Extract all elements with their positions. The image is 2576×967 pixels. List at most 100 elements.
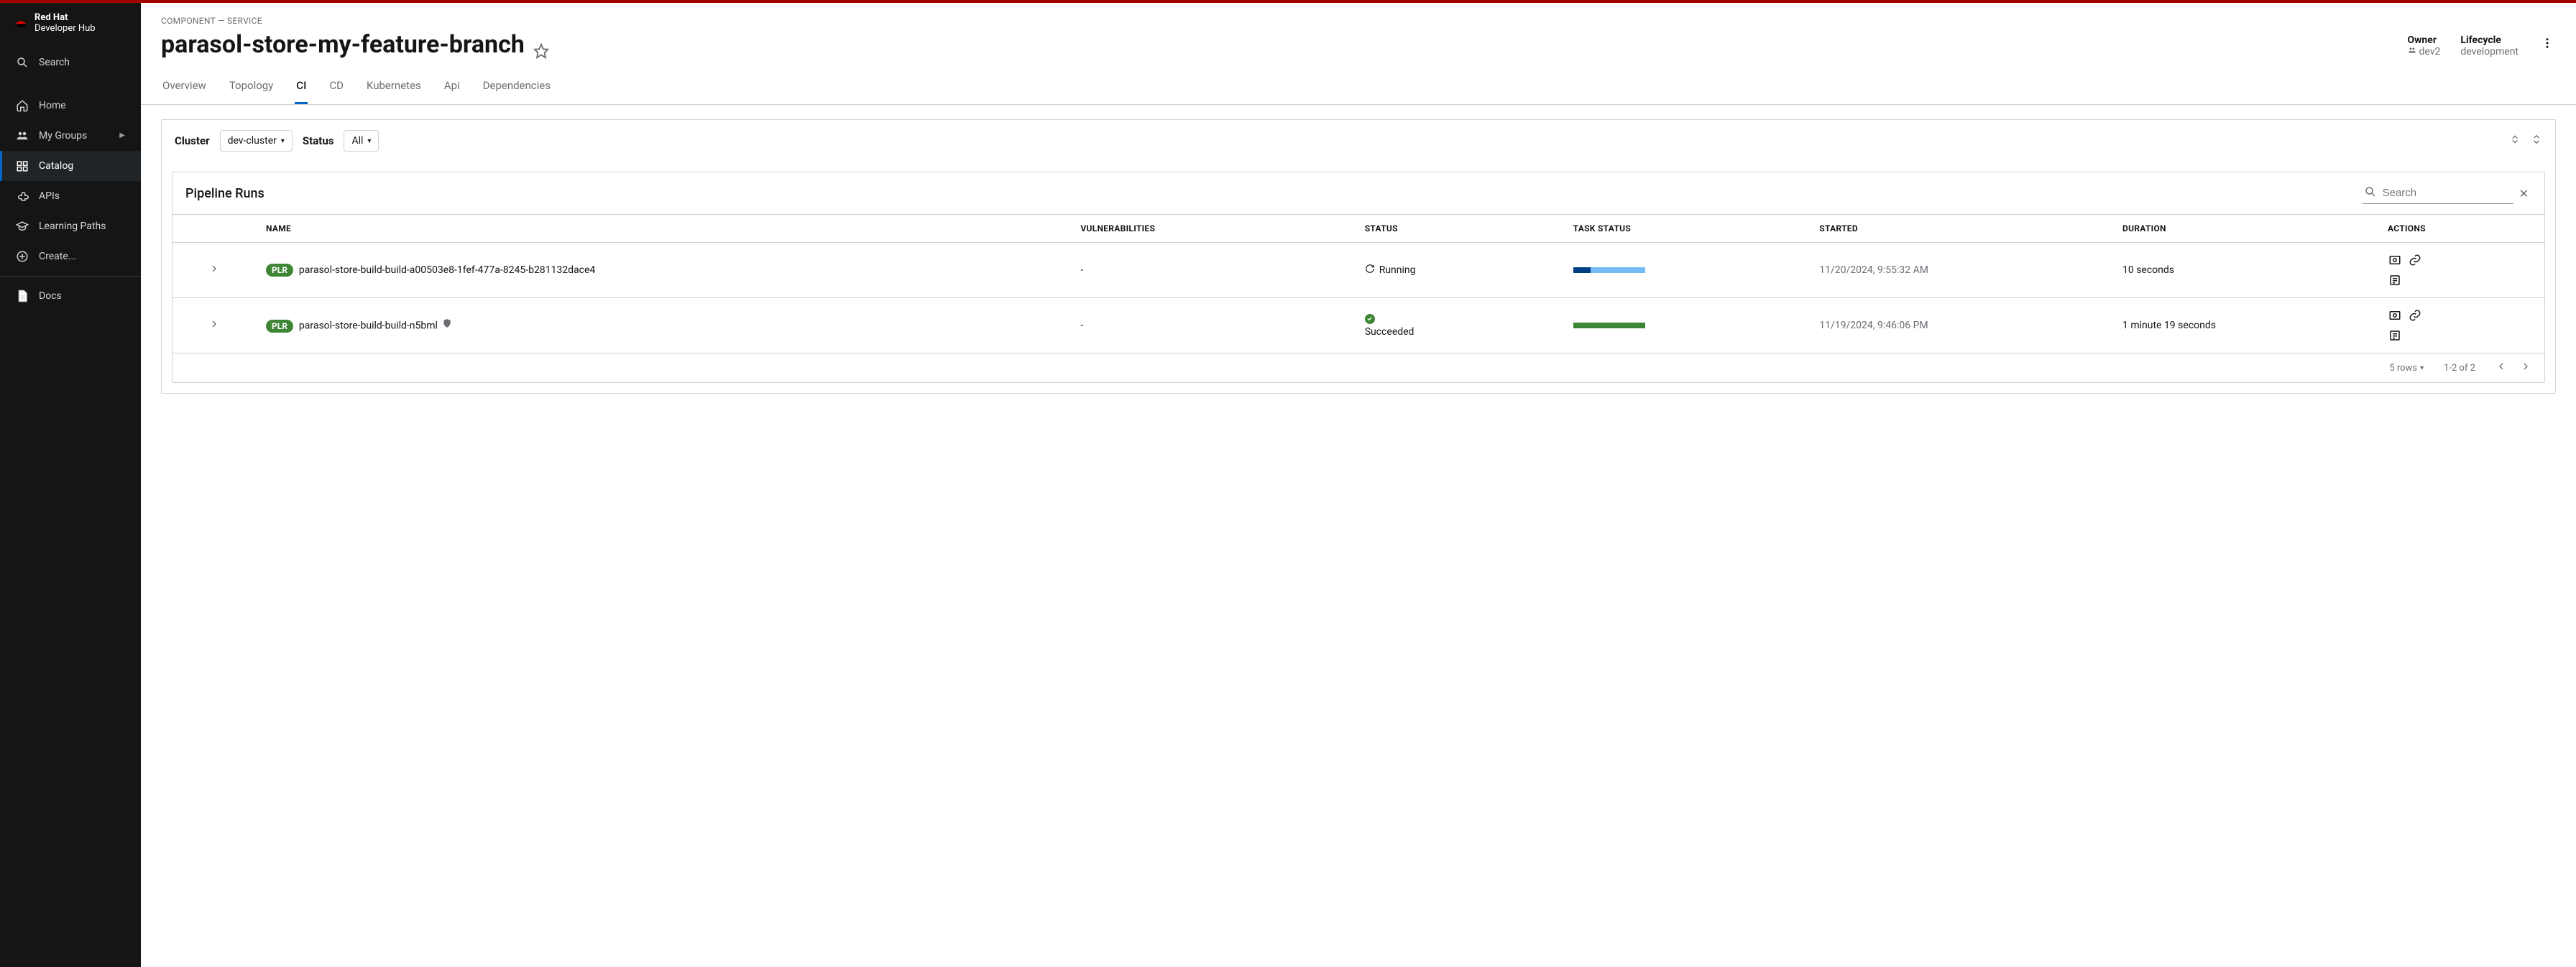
logs-action-button[interactable]	[2388, 328, 2402, 343]
star-button[interactable]	[533, 37, 549, 52]
sidebar-item-label: APIs	[39, 190, 60, 202]
app-shell: Red Hat Developer Hub Search Home My Gro…	[0, 3, 2576, 967]
link-action-button[interactable]	[2408, 308, 2422, 323]
tab-cd[interactable]: CD	[328, 72, 345, 104]
sync-icon	[1365, 264, 1375, 277]
column-started: STARTED	[1809, 215, 2112, 243]
brand-text: Red Hat Developer Hub	[34, 13, 96, 34]
meta-owner: Owner dev2	[2408, 34, 2441, 57]
people-icon	[2408, 46, 2416, 57]
main-content: COMPONENT — SERVICE parasol-store-my-fea…	[141, 3, 2576, 967]
catalog-icon	[16, 159, 29, 172]
started-cell: 11/19/2024, 9:46:06 PM	[1809, 298, 2112, 353]
shield-icon	[442, 320, 452, 331]
tab-overview[interactable]: Overview	[161, 72, 208, 104]
sidebar-item-catalog[interactable]: Catalog	[0, 151, 141, 181]
run-name[interactable]: parasol-store-build-build-n5bml	[299, 320, 438, 332]
pagination-range: 1-2 of 2	[2444, 363, 2475, 374]
task-status-bar	[1573, 323, 1645, 328]
sidebar-item-mygroups[interactable]: My Groups ▶	[0, 121, 141, 151]
started-cell: 11/20/2024, 9:55:32 AM	[1809, 243, 2112, 298]
sidebar: Red Hat Developer Hub Search Home My Gro…	[0, 3, 141, 967]
meta-lifecycle: Lifecycle development	[2460, 34, 2518, 57]
status-running: Running	[1365, 264, 1553, 277]
sidebar-item-docs[interactable]: Docs	[0, 281, 141, 311]
vuln-cell: -	[1070, 243, 1354, 298]
filter-bar: Cluster dev-cluster ▾ Status All ▾	[162, 120, 2555, 162]
status-label: Status	[303, 134, 334, 147]
search-icon	[2364, 185, 2377, 201]
cluster-label: Cluster	[175, 134, 210, 147]
sidebar-item-apis[interactable]: APIs	[0, 181, 141, 211]
column-duration: DURATION	[2112, 215, 2378, 243]
pipeline-title: Pipeline Runs	[185, 186, 264, 201]
sidebar-item-label: Docs	[39, 290, 62, 302]
breadcrumb: COMPONENT — SERVICE	[161, 16, 2556, 26]
tab-ci[interactable]: CI	[295, 72, 308, 104]
column-vuln: VULNERABILITIES	[1070, 215, 1354, 243]
home-icon	[16, 99, 29, 112]
ci-panel: Cluster dev-cluster ▾ Status All ▾	[161, 119, 2556, 394]
link-action-button[interactable]	[2408, 253, 2422, 267]
sidebar-item-label: Create...	[39, 251, 76, 262]
prev-page-button[interactable]	[2496, 361, 2507, 375]
tab-api[interactable]: Api	[443, 72, 461, 104]
group-icon	[16, 129, 29, 142]
chevron-down-icon: ▾	[281, 137, 285, 145]
column-status: STATUS	[1355, 215, 1563, 243]
plr-badge: PLR	[266, 264, 293, 277]
chevron-down-icon: ▾	[2420, 364, 2424, 372]
expand-row-button[interactable]	[208, 266, 220, 277]
run-name[interactable]: parasol-store-build-build-a00503e8-1fef-…	[299, 264, 595, 276]
sidebar-item-home[interactable]: Home	[0, 91, 141, 121]
page-header: COMPONENT — SERVICE parasol-store-my-fea…	[141, 3, 2576, 105]
pipeline-search	[2363, 182, 2513, 204]
page-title: parasol-store-my-feature-branch	[161, 30, 549, 59]
sidebar-search-label: Search	[39, 57, 70, 68]
add-circle-icon	[16, 250, 29, 263]
chevron-down-icon: ▾	[367, 137, 371, 145]
pipeline-card: Pipeline Runs ✕	[172, 172, 2545, 383]
pipeline-table: NAME VULNERABILITIES STATUS TASK STATUS …	[172, 214, 2544, 353]
collapse-all-button[interactable]	[2509, 134, 2521, 148]
docs-icon	[16, 290, 29, 302]
sidebar-divider	[0, 276, 141, 277]
view-action-button[interactable]	[2388, 253, 2402, 267]
sidebar-item-create[interactable]: Create...	[0, 241, 141, 272]
table-row: PLR parasol-store-build-build-a00503e8-1f…	[172, 243, 2544, 298]
view-action-button[interactable]	[2388, 308, 2402, 323]
status-succeeded: Succeeded	[1365, 313, 1553, 338]
logs-action-button[interactable]	[2388, 273, 2402, 287]
header-meta: Owner dev2 Lifecycle development	[2408, 34, 2557, 57]
chevron-right-icon: ▶	[119, 131, 125, 139]
sidebar-search[interactable]: Search	[0, 47, 141, 78]
status-dropdown[interactable]: All ▾	[344, 130, 379, 152]
vuln-cell: -	[1070, 298, 1354, 353]
sidebar-item-label: Catalog	[39, 160, 73, 172]
cluster-dropdown[interactable]: dev-cluster ▾	[220, 130, 293, 152]
expand-row-button[interactable]	[208, 321, 220, 333]
table-row: PLRparasol-store-build-build-n5bml-Succe…	[172, 298, 2544, 353]
check-circle-icon	[1365, 314, 1375, 324]
sidebar-item-label: Home	[39, 100, 66, 111]
rows-per-page-select[interactable]: 5 rows ▾	[2389, 363, 2424, 374]
expand-all-button[interactable]	[2531, 134, 2542, 148]
sidebar-item-label: Learning Paths	[39, 221, 106, 232]
column-name: NAME	[256, 215, 1070, 243]
brand-logo[interactable]: Red Hat Developer Hub	[0, 3, 141, 47]
column-task: TASK STATUS	[1563, 215, 1810, 243]
clear-search-button[interactable]: ✕	[2516, 187, 2531, 200]
tab-kubernetes[interactable]: Kubernetes	[365, 72, 423, 104]
table-footer: 5 rows ▾ 1-2 of 2	[172, 353, 2544, 382]
tab-dependencies[interactable]: Dependencies	[482, 72, 552, 104]
duration-cell: 1 minute 19 seconds	[2112, 298, 2378, 353]
sidebar-item-label: My Groups	[39, 130, 87, 142]
duration-cell: 10 seconds	[2112, 243, 2378, 298]
next-page-button[interactable]	[2520, 361, 2531, 375]
extension-icon	[16, 190, 29, 203]
tab-topology[interactable]: Topology	[228, 72, 275, 104]
kebab-menu-button[interactable]	[2539, 34, 2556, 52]
sidebar-item-learning[interactable]: Learning Paths	[0, 211, 141, 241]
redhat-hat-icon	[14, 17, 27, 30]
search-input[interactable]	[2381, 184, 2527, 202]
